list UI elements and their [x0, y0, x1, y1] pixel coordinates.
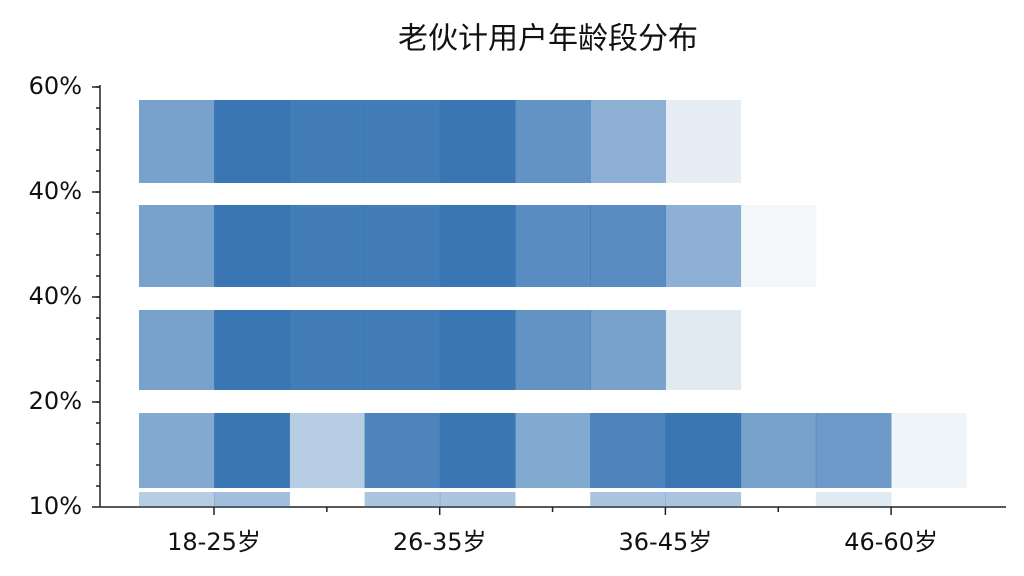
heat-cell — [214, 205, 290, 287]
heat-cell — [139, 205, 215, 287]
heat-cell — [815, 413, 892, 488]
heat-cell — [439, 205, 516, 287]
x-tick-label: 18-25岁 — [167, 528, 261, 556]
heat-cell — [741, 310, 817, 390]
heat-cell — [364, 205, 441, 287]
y-tick-label: 20% — [29, 387, 82, 415]
heat-cell — [891, 100, 967, 183]
heat-cell — [439, 100, 516, 183]
heat-cell — [289, 100, 366, 183]
y-tick-label: 60% — [29, 72, 82, 100]
heat-cell — [815, 492, 892, 507]
x-tick-label: 36-45岁 — [619, 528, 713, 556]
heat-cell — [515, 205, 591, 287]
heat-cell — [139, 310, 215, 390]
heat-cell — [214, 310, 290, 390]
y-tick-label: 40% — [29, 282, 82, 310]
chart-title: 老伙计用户年龄段分布 — [398, 22, 698, 57]
heat-cell — [364, 310, 441, 390]
heat-cell — [214, 492, 290, 507]
heat-cell — [665, 205, 742, 287]
heat-cell — [665, 413, 742, 488]
x-tick-label: 46-60岁 — [844, 528, 938, 556]
y-tick-label: 40% — [29, 177, 82, 205]
heat-cell — [590, 205, 666, 287]
heat-cell — [439, 413, 516, 488]
heat-cell — [816, 205, 892, 287]
heat-cell — [740, 413, 817, 488]
heat-cell — [741, 492, 817, 507]
heat-cell — [816, 310, 892, 390]
heat-cell — [364, 100, 441, 183]
heat-cell — [816, 100, 892, 183]
heat-cell — [891, 205, 967, 287]
heat-cell — [289, 413, 366, 488]
heat-cell — [891, 413, 967, 488]
heat-cell — [439, 310, 516, 390]
heat-cell — [515, 310, 591, 390]
heat-cell — [439, 492, 516, 507]
heat-cell — [214, 413, 290, 488]
y-tick-label: 10% — [29, 492, 82, 520]
heat-cell — [740, 205, 817, 287]
heat-cell — [665, 492, 742, 507]
heat-cell — [214, 100, 290, 183]
heat-cell — [891, 310, 967, 390]
heat-cell — [364, 492, 441, 507]
heat-cell — [891, 492, 967, 507]
heat-cell — [139, 100, 215, 183]
x-tick-label: 26-35岁 — [393, 528, 487, 556]
heat-cell — [590, 413, 666, 488]
heat-cell — [590, 492, 666, 507]
heat-cell — [364, 413, 441, 488]
heat-cell — [515, 413, 591, 488]
heat-cell — [289, 310, 366, 390]
heat-cell — [289, 492, 365, 507]
heat-cell — [515, 100, 591, 183]
heat-cell — [515, 492, 591, 507]
heat-cell — [665, 310, 742, 390]
heat-cell — [139, 492, 215, 507]
heat-cell — [139, 413, 215, 488]
heat-cell — [289, 205, 366, 287]
heat-cell — [590, 310, 666, 390]
heat-cell — [741, 100, 817, 183]
heat-cell — [590, 100, 666, 183]
heat-cell — [665, 100, 742, 183]
